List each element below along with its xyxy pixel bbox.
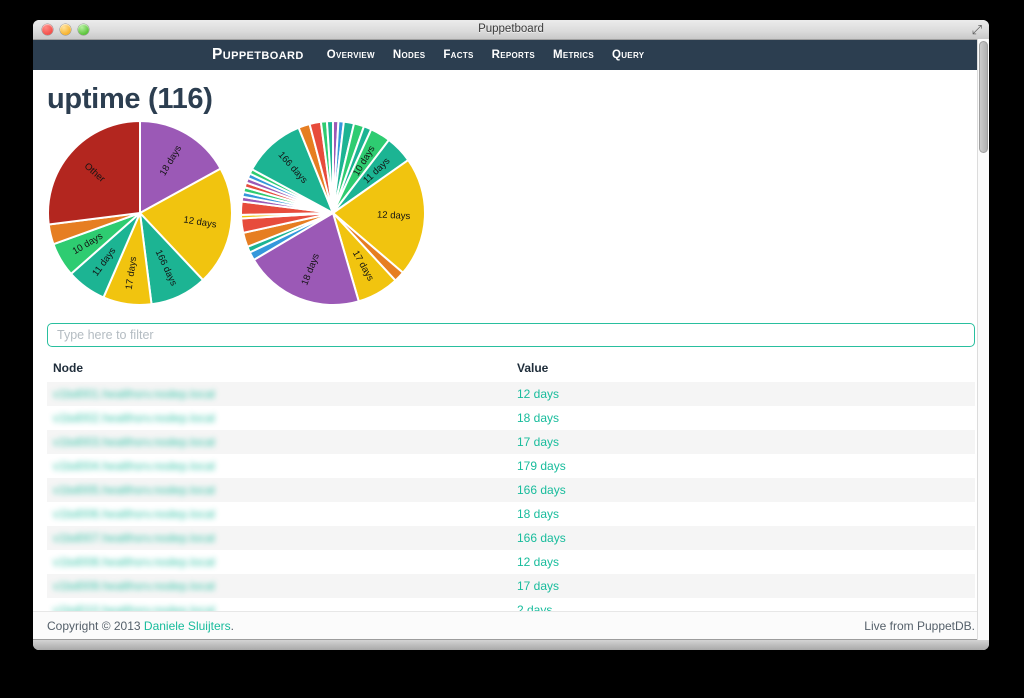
copyright-suffix: . xyxy=(230,618,234,633)
footer-copyright: Copyright © 2013 Daniele Sluijters. xyxy=(47,619,234,633)
scrollbar-thumb[interactable] xyxy=(979,41,988,153)
node-link[interactable]: v1bd001.healthsrv.nodep.local xyxy=(53,387,215,401)
value-link[interactable]: 17 days xyxy=(517,435,560,449)
pie-slice xyxy=(252,212,360,306)
minimize-window-button[interactable] xyxy=(60,24,71,35)
fact-pie-charts: 18 days 12 days 166 days 17 days 11 days 10 d… xyxy=(45,118,975,308)
node-link[interactable]: v1bd006.healthsrv.nodep.local xyxy=(53,507,215,521)
browser-window: Puppetboard ⤢ Puppetboard Overview Nodes… xyxy=(33,20,989,650)
page-footer: Copyright © 2013 Daniele Sluijters. Live… xyxy=(33,611,989,639)
page-content: uptime (116) 18 days 12 days 166 days 17 da… xyxy=(33,70,989,611)
value-link[interactable]: 166 days xyxy=(517,483,566,497)
value-link[interactable]: 12 days xyxy=(517,555,560,569)
nav-items: Overview Nodes Facts Reports Metrics Que… xyxy=(327,49,645,61)
facts-table-body: v1bd001.healthsrv.nodep.local 12 days v1bd… xyxy=(47,382,975,611)
app-navbar: Puppetboard Overview Nodes Facts Reports… xyxy=(33,40,989,70)
node-link[interactable]: v1bd010.healthsrv.nodep.local xyxy=(53,603,215,611)
column-header-value: Value xyxy=(517,361,549,375)
fullscreen-icon[interactable]: ⤢ xyxy=(971,22,982,37)
node-link[interactable]: v1bd004.healthsrv.nodep.local xyxy=(53,459,215,473)
table-row: v1bd007.healthsrv.nodep.local 166 days xyxy=(47,526,975,550)
navbar-brand[interactable]: Puppetboard xyxy=(212,46,304,63)
window-bottom-chrome xyxy=(33,639,989,650)
value-link[interactable]: 179 days xyxy=(517,459,566,473)
node-link[interactable]: v1bd003.healthsrv.nodep.local xyxy=(53,435,215,449)
node-link[interactable]: v1bd007.healthsrv.nodep.local xyxy=(53,531,215,545)
value-link[interactable]: 18 days xyxy=(517,411,560,425)
scrollbar-track[interactable] xyxy=(977,39,989,640)
window-title: Puppetboard xyxy=(478,23,544,35)
value-link[interactable]: 18 days xyxy=(517,507,560,521)
node-link[interactable]: v1bd008.healthsrv.nodep.local xyxy=(53,555,215,569)
nav-item-reports[interactable]: Reports xyxy=(491,49,535,61)
table-row: v1bd010.healthsrv.nodep.local 2 days xyxy=(47,598,975,611)
nav-item-facts[interactable]: Facts xyxy=(443,49,474,61)
table-row: v1bd009.healthsrv.nodep.local 17 days xyxy=(47,574,975,598)
nav-item-nodes[interactable]: Nodes xyxy=(392,49,426,61)
close-window-button[interactable] xyxy=(42,24,53,35)
pie-slice xyxy=(139,167,233,282)
node-link[interactable]: v1bd009.healthsrv.nodep.local xyxy=(53,579,215,593)
node-link[interactable]: v1bd005.healthsrv.nodep.local xyxy=(53,483,215,497)
pie-slice xyxy=(139,120,222,214)
table-header-row: Node Value xyxy=(47,356,975,382)
nav-item-overview[interactable]: Overview xyxy=(326,49,375,61)
pie-slice xyxy=(332,159,426,274)
value-link[interactable]: 166 days xyxy=(517,531,566,545)
nav-item-query[interactable]: Query xyxy=(611,49,645,61)
nav-item-metrics[interactable]: Metrics xyxy=(552,49,594,61)
filter-input[interactable] xyxy=(47,323,975,347)
window-titlebar: Puppetboard ⤢ xyxy=(33,20,989,40)
pie-slice xyxy=(47,120,141,226)
value-link[interactable]: 17 days xyxy=(517,579,560,593)
pie-slice-label: 12 days xyxy=(183,214,218,230)
table-row: v1bd003.healthsrv.nodep.local 17 days xyxy=(47,430,975,454)
footer-status: Live from PuppetDB. xyxy=(864,618,975,633)
value-link[interactable]: 12 days xyxy=(517,387,560,401)
table-row: v1bd004.healthsrv.nodep.local 179 days xyxy=(47,454,975,478)
page-title: uptime (116) xyxy=(47,83,213,115)
node-link[interactable]: v1bd002.healthsrv.nodep.local xyxy=(53,411,215,425)
facts-table: Node Value v1bd001.healthsrv.nodep.local… xyxy=(47,356,975,611)
copyright-text: Copyright © 2013 xyxy=(47,618,141,633)
pie-slice-label: 17 days xyxy=(124,256,140,291)
table-row: v1bd002.healthsrv.nodep.local 18 days xyxy=(47,406,975,430)
value-link[interactable]: 2 days xyxy=(517,603,553,611)
table-row: v1bd001.healthsrv.nodep.local 12 days xyxy=(47,382,975,406)
pie-slice-label: 12 days xyxy=(377,210,411,223)
traffic-lights xyxy=(42,24,89,35)
column-header-node: Node xyxy=(53,361,83,375)
zoom-window-button[interactable] xyxy=(78,24,89,35)
pie-slice xyxy=(325,120,334,214)
table-row: v1bd005.healthsrv.nodep.local 166 days xyxy=(47,478,975,502)
table-row: v1bd006.healthsrv.nodep.local 18 days xyxy=(47,502,975,526)
author-link[interactable]: Daniele Sluijters xyxy=(143,618,231,633)
table-row: v1bd008.healthsrv.nodep.local 12 days xyxy=(47,550,975,574)
